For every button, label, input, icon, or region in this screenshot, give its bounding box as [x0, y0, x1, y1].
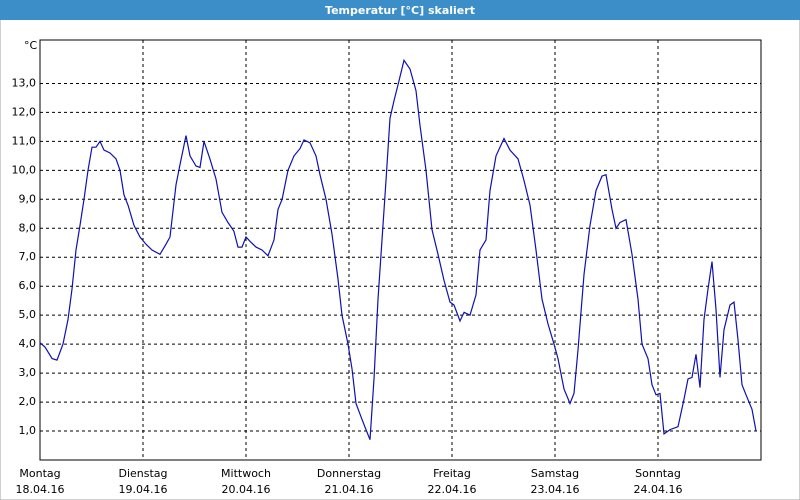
y-tick-label: 10,0 [12, 163, 37, 176]
y-tick-label: 3,0 [19, 366, 37, 379]
y-tick-label: 1,0 [19, 424, 37, 437]
plot-border [39, 39, 762, 461]
y-unit: °C [24, 39, 38, 52]
x-tick-label: Montag [19, 467, 60, 480]
y-tick-label: 11,0 [12, 134, 37, 147]
x-tick-date: 18.04.16 [16, 483, 65, 496]
y-tick-label: 9,0 [19, 192, 37, 205]
y-tick-label: 5,0 [19, 308, 37, 321]
x-tick-label: Mittwoch [221, 467, 271, 480]
y-tick-label: 8,0 [19, 221, 37, 234]
x-tick-label: Samstag [531, 467, 579, 480]
y-tick-label: 7,0 [19, 250, 37, 263]
y-tick-label: 4,0 [19, 337, 37, 350]
y-tick-label: 13,0 [12, 76, 37, 89]
y-tick-label: 6,0 [19, 279, 37, 292]
x-tick-label: Sonntag [635, 467, 681, 480]
x-tick-label: Freitag [433, 467, 471, 480]
x-tick-label: Dienstag [118, 467, 167, 480]
x-tick-date: 21.04.16 [325, 483, 374, 496]
x-tick-date: 22.04.16 [428, 483, 477, 496]
x-tick-label: Donnerstag [317, 467, 381, 480]
title-bar [0, 0, 800, 20]
x-tick-date: 24.04.16 [634, 483, 683, 496]
chart-title: Temperatur [°C] skaliert [325, 4, 475, 17]
y-tick-label: 2,0 [19, 395, 37, 408]
x-tick-date: 20.04.16 [222, 483, 271, 496]
x-tick-date: 23.04.16 [531, 483, 580, 496]
x-tick-date: 19.04.16 [119, 483, 168, 496]
temperature-line [39, 58, 757, 440]
y-tick-label: 12,0 [12, 105, 37, 118]
